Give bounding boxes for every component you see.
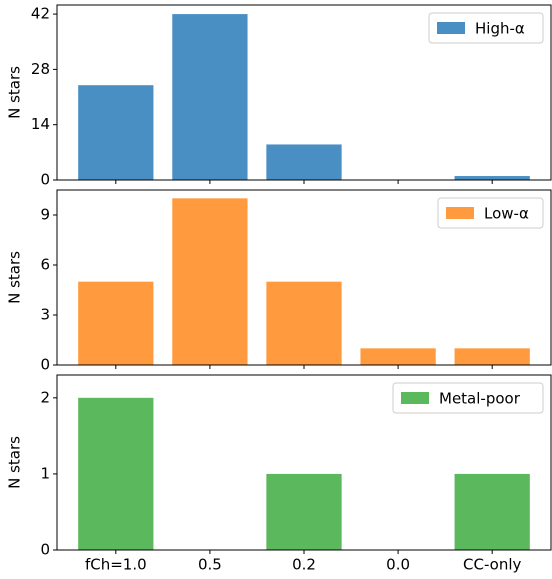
legend-box	[437, 197, 544, 229]
bar	[266, 473, 342, 550]
bar	[454, 176, 530, 180]
y-tick-label: 0	[40, 356, 50, 374]
x-tick-label: 0.5	[198, 556, 222, 574]
y-tick-label: 42	[31, 5, 50, 23]
y-tick-label: 2	[40, 388, 50, 406]
y-tick-label: 28	[31, 60, 50, 78]
bar	[78, 85, 154, 180]
bar	[172, 198, 248, 365]
legend-swatch	[446, 207, 474, 219]
legend-box	[392, 382, 544, 414]
x-tick-label: 0.0	[386, 556, 410, 574]
y-axis-label: N stars	[6, 66, 24, 119]
y-tick-label: 9	[40, 206, 50, 224]
y-axis-label: N stars	[6, 251, 24, 304]
bar	[454, 473, 530, 550]
x-tick-label: CC-only	[463, 556, 521, 574]
legend-label: High-α	[475, 20, 525, 38]
x-tick-label: fCh=1.0	[85, 556, 147, 574]
y-tick-label: 1	[40, 464, 50, 482]
y-tick-label: 14	[31, 115, 50, 133]
y-tick-label: 6	[40, 256, 50, 274]
legend-label: Low-α	[484, 205, 529, 223]
legend-swatch	[401, 392, 429, 404]
bar	[172, 14, 248, 180]
bar	[454, 348, 530, 365]
y-axis-label: N stars	[6, 436, 24, 489]
y-tick-label: 3	[40, 306, 50, 324]
legend-label: Metal-poor	[439, 390, 521, 408]
bar	[266, 281, 342, 365]
bar	[78, 397, 154, 550]
bar	[360, 348, 436, 365]
legend-box	[428, 12, 544, 44]
bar	[266, 144, 342, 180]
x-tick-label: 0.2	[292, 556, 316, 574]
legend-swatch	[437, 22, 465, 34]
bar	[78, 281, 154, 365]
y-tick-label: 0	[40, 171, 50, 189]
y-tick-label: 0	[40, 541, 50, 559]
